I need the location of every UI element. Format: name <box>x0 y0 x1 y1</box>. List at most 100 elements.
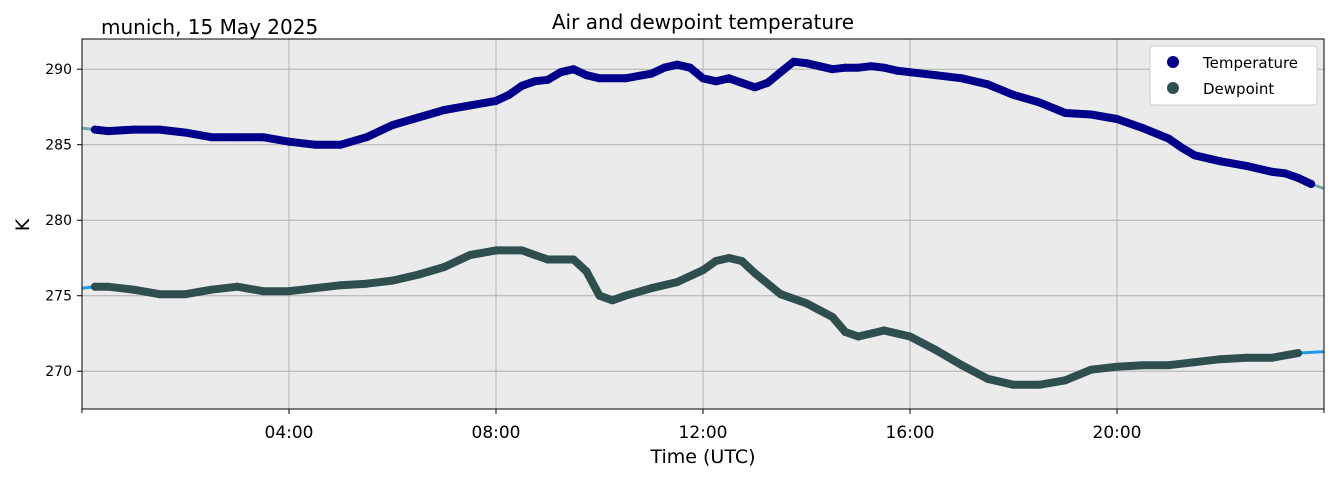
data-point-temperature <box>582 71 591 80</box>
data-point-temperature <box>1281 169 1290 178</box>
chart-title: Air and dewpoint temperature <box>552 10 854 34</box>
data-point-temperature <box>155 125 164 134</box>
data-point-temperature <box>90 125 99 134</box>
data-point-temperature <box>1177 143 1186 152</box>
data-point-dewpoint <box>285 287 293 296</box>
series-layer <box>81 57 1325 389</box>
y-tick-label: 290 <box>45 62 72 78</box>
data-point-temperature <box>737 78 746 87</box>
data-point-temperature <box>504 90 513 99</box>
data-point-dewpoint <box>582 267 591 276</box>
data-point-dewpoint <box>711 257 720 265</box>
data-point-dewpoint <box>673 278 682 287</box>
data-point-temperature <box>983 80 992 89</box>
legend-label-dewpoint: Dewpoint <box>1203 80 1274 98</box>
x-tick-label: 16:00 <box>886 423 935 443</box>
data-point-temperature <box>686 63 695 72</box>
data-point-temperature <box>595 74 604 83</box>
x-axis-label: Time (UTC) <box>649 446 755 468</box>
data-point-dewpoint <box>931 346 940 355</box>
data-point-dewpoint <box>517 246 526 255</box>
data-point-temperature <box>1035 98 1044 107</box>
data-point-temperature <box>647 69 656 78</box>
data-point-temperature <box>530 77 539 86</box>
data-point-dewpoint <box>1216 355 1225 364</box>
data-point-temperature <box>724 74 733 83</box>
data-point-temperature <box>931 71 940 80</box>
data-point-temperature <box>893 66 902 75</box>
data-point-temperature <box>1164 134 1173 143</box>
data-point-dewpoint <box>310 284 319 293</box>
data-point-dewpoint <box>556 255 565 264</box>
data-point-temperature <box>776 68 785 77</box>
data-point-temperature <box>1113 115 1121 123</box>
data-point-temperature <box>673 60 682 69</box>
data-point-temperature <box>789 57 798 66</box>
y-tick-label: 270 <box>45 364 72 380</box>
legend-box <box>1149 45 1318 106</box>
data-point-dewpoint <box>880 326 889 335</box>
data-point-dewpoint <box>750 269 759 278</box>
data-point-temperature <box>763 78 772 87</box>
data-point-temperature <box>440 106 449 114</box>
data-point-dewpoint <box>1113 362 1121 371</box>
data-point-temperature <box>181 128 190 137</box>
data-point-dewpoint <box>414 270 423 279</box>
data-point-temperature <box>854 63 863 72</box>
data-point-temperature <box>815 62 824 71</box>
data-point-dewpoint <box>1087 365 1096 374</box>
data-point-temperature <box>802 59 811 68</box>
legend-marker-temperature <box>1167 56 1179 68</box>
data-point-temperature <box>1307 180 1316 188</box>
data-point-temperature <box>492 96 500 105</box>
data-point-dewpoint <box>1009 380 1018 389</box>
data-point-temperature <box>699 74 707 83</box>
legend-marker-dewpoint <box>1167 82 1179 94</box>
data-point-dewpoint <box>1268 353 1277 362</box>
data-point-temperature <box>1138 124 1147 133</box>
data-point-temperature <box>103 127 112 136</box>
data-point-temperature <box>1268 167 1277 176</box>
data-point-dewpoint <box>362 279 371 288</box>
data-point-temperature <box>517 81 526 90</box>
data-point-temperature <box>711 77 720 86</box>
data-point-dewpoint <box>1061 376 1070 385</box>
data-point-dewpoint <box>233 282 242 291</box>
x-tick-label: 04:00 <box>265 423 314 443</box>
data-point-dewpoint <box>595 291 604 300</box>
data-point-temperature <box>867 62 876 71</box>
data-point-temperature <box>233 133 242 142</box>
data-point-dewpoint <box>1138 361 1147 370</box>
data-point-dewpoint <box>181 290 190 299</box>
legend: Temperature Dewpoint <box>1149 45 1318 106</box>
data-point-dewpoint <box>466 251 475 259</box>
data-point-dewpoint <box>155 290 164 299</box>
data-point-temperature <box>621 74 630 83</box>
data-point-temperature <box>414 113 423 122</box>
data-point-dewpoint <box>737 257 746 265</box>
data-point-temperature <box>1294 173 1303 182</box>
data-point-temperature <box>207 133 216 142</box>
y-tick-label: 280 <box>45 213 72 229</box>
data-point-dewpoint <box>828 312 837 321</box>
x-tick-label: 12:00 <box>679 423 728 443</box>
data-point-dewpoint <box>647 284 656 293</box>
data-point-temperature <box>841 63 850 72</box>
y-tick-label: 275 <box>45 289 72 305</box>
data-point-dewpoint <box>724 254 733 262</box>
data-point-temperature <box>1216 157 1225 166</box>
y-axis-label: K <box>12 218 34 231</box>
data-point-temperature <box>259 133 268 142</box>
data-point-dewpoint <box>957 361 966 370</box>
data-point-dewpoint <box>1190 358 1199 367</box>
data-point-dewpoint <box>440 263 449 271</box>
data-point-temperature <box>1061 109 1070 117</box>
data-point-dewpoint <box>776 290 785 299</box>
data-point-dewpoint <box>492 246 500 255</box>
data-point-dewpoint <box>543 255 552 264</box>
y-tick-label: 285 <box>45 138 72 154</box>
x-tick-label: 20:00 <box>1093 423 1142 443</box>
ticks: 270 275 280 285 290 04:00 08:00 12:00 16:00 20:00 <box>45 62 1325 443</box>
data-point-temperature <box>880 63 889 72</box>
